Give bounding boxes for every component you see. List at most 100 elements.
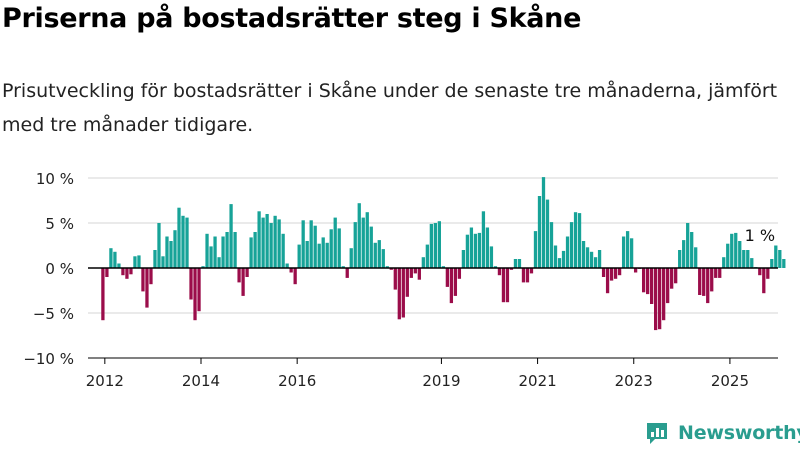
bar <box>601 268 606 277</box>
bar <box>561 250 566 268</box>
bar <box>133 256 137 268</box>
bar <box>209 246 213 268</box>
y-tick-label: 10 % <box>36 170 74 188</box>
bar <box>497 268 502 276</box>
bar <box>573 212 578 268</box>
bar <box>513 259 518 268</box>
bar <box>389 268 393 270</box>
bar <box>461 250 466 268</box>
bar <box>718 268 722 278</box>
x-axis: 2012 2014 2016 2019 2021 2023 2025 <box>86 267 778 390</box>
bar <box>734 232 738 268</box>
bar <box>565 236 570 268</box>
bar <box>245 268 249 277</box>
bar <box>690 232 694 268</box>
bar <box>433 223 437 268</box>
bar <box>710 268 714 292</box>
brand-name: Newsworthy <box>678 422 800 444</box>
bar <box>417 268 421 280</box>
bar <box>237 268 241 283</box>
bar <box>197 268 201 312</box>
latest-value-label: 1 % <box>745 226 775 245</box>
bar <box>670 268 674 289</box>
bar <box>193 268 197 321</box>
bar <box>117 263 121 268</box>
bar <box>750 258 754 268</box>
bar <box>501 268 506 303</box>
bar <box>617 268 622 276</box>
bar <box>249 237 253 268</box>
bar <box>413 268 417 274</box>
bar <box>145 268 149 308</box>
x-tick-label: 2012 <box>86 372 124 390</box>
bar <box>129 268 133 275</box>
bar <box>782 259 786 268</box>
bar <box>441 266 446 268</box>
bar <box>169 241 173 268</box>
bar <box>177 207 181 268</box>
bar <box>217 257 221 268</box>
bar <box>297 244 301 268</box>
bar <box>509 268 514 270</box>
bar <box>633 268 638 273</box>
bar <box>301 220 305 268</box>
bar <box>666 268 670 304</box>
bar <box>686 223 690 268</box>
bar <box>233 232 237 268</box>
bar <box>341 266 345 268</box>
bar <box>153 250 157 268</box>
bar <box>105 268 109 277</box>
bar <box>449 268 454 304</box>
bar <box>525 268 530 283</box>
bar <box>521 268 526 283</box>
bar <box>377 240 381 268</box>
bar <box>265 214 269 268</box>
bar <box>774 245 778 268</box>
bar <box>393 268 397 290</box>
bar <box>101 268 105 321</box>
bar <box>698 268 702 295</box>
bar <box>529 268 534 274</box>
bar <box>629 238 634 268</box>
bar <box>654 268 658 331</box>
bar <box>225 232 229 268</box>
bar <box>597 250 602 268</box>
y-tick-label: −10 % <box>23 350 74 368</box>
bar <box>609 268 614 281</box>
bar <box>137 255 141 268</box>
bar <box>746 250 750 268</box>
bar <box>481 211 486 268</box>
bar <box>121 268 125 276</box>
newsworthy-logo[interactable]: Newsworthy <box>644 420 800 446</box>
bar <box>261 217 265 268</box>
bar <box>189 268 193 300</box>
bar <box>269 223 273 268</box>
newsworthy-chart-icon <box>647 423 667 444</box>
bar <box>549 222 554 268</box>
bar <box>457 268 462 279</box>
bar <box>585 247 590 268</box>
bar <box>253 232 257 268</box>
bar <box>277 219 281 268</box>
bar <box>421 257 425 268</box>
bar <box>313 225 317 268</box>
bar <box>365 212 369 268</box>
bar <box>625 231 630 268</box>
bar <box>758 268 762 276</box>
bar <box>766 268 770 279</box>
bar <box>694 247 698 268</box>
bar <box>682 240 686 268</box>
bar <box>569 222 574 268</box>
chart-subtitle: Prisutveckling för bostadsrätter i Skåne… <box>2 80 778 136</box>
bar <box>722 257 726 268</box>
y-tick-label: 0 % <box>45 260 74 278</box>
bar <box>229 204 233 268</box>
bar <box>285 263 289 268</box>
bar <box>714 268 718 278</box>
bar <box>613 268 618 279</box>
bar <box>325 242 329 268</box>
bar <box>241 268 245 296</box>
bar <box>305 241 309 268</box>
bar <box>477 232 482 268</box>
bar <box>706 268 710 304</box>
